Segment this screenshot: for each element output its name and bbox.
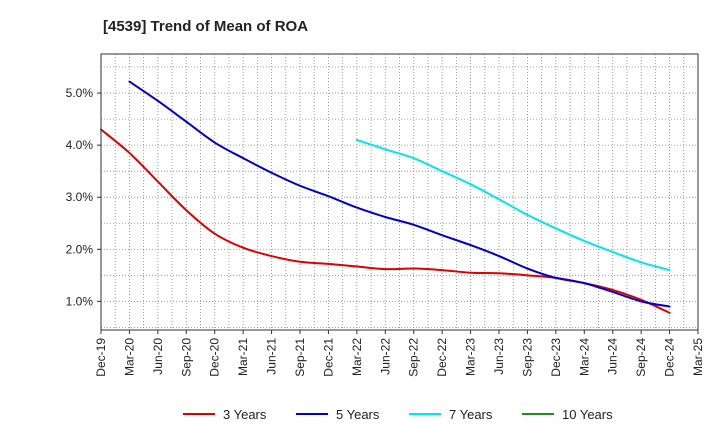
x-tick-label: Sep-24: [634, 338, 648, 377]
x-tick-label: Mar-20: [122, 338, 136, 376]
x-tick-label: Dec-20: [208, 338, 222, 377]
x-tick-label: Jun-23: [492, 338, 506, 375]
x-tick-label: Dec-24: [663, 338, 677, 377]
x-tick-label: Mar-22: [350, 338, 364, 376]
plot-border: [100, 53, 699, 331]
y-tick-label: 4.0%: [66, 138, 94, 152]
y-tick-label: 1.0%: [66, 294, 94, 308]
legend-label-5-years: 5 Years: [336, 407, 380, 422]
x-tick-label: Jun-24: [606, 338, 620, 375]
x-tick-label: Dec-19: [94, 338, 108, 377]
x-axis: Dec-19 Mar-20 Jun-20 Sep-20 Dec-20 Mar-21 Jun-…: [94, 330, 705, 377]
x-tick-label: Dec-22: [435, 338, 449, 377]
y-tick-label: 5.0%: [66, 86, 94, 100]
y-axis: 1.0% 2.0% 3.0% 4.0% 5.0%: [66, 86, 101, 308]
y-tick-label: 3.0%: [66, 190, 94, 204]
x-tick-label: Mar-23: [464, 338, 478, 376]
x-tick-label: Sep-22: [407, 338, 421, 377]
series-group: [100, 80, 671, 314]
x-tick-label: Jun-22: [378, 338, 392, 375]
legend-label-3-years: 3 Years: [223, 407, 267, 422]
chart-title: [4539] Trend of Mean of ROA: [103, 18, 308, 35]
x-tick-label: Mar-21: [236, 338, 250, 376]
legend: 3 Years 5 Years 7 Years 10 Years: [183, 407, 613, 422]
x-tick-label: Dec-23: [549, 338, 563, 377]
x-tick-label: Sep-21: [293, 338, 307, 377]
x-tick-label: Mar-24: [577, 338, 591, 376]
x-tick-label: Mar-25: [691, 338, 705, 376]
x-tick-label: Jun-20: [151, 338, 165, 375]
y-tick-label: 2.0%: [66, 242, 94, 256]
x-tick-label: Sep-20: [179, 338, 193, 377]
series-line-5-years: [128, 80, 671, 308]
x-tick-label: Jun-21: [265, 338, 279, 375]
x-tick-label: Dec-21: [321, 338, 335, 377]
x-tick-label: Sep-23: [520, 338, 534, 377]
series-line-7-years: [355, 138, 671, 272]
legend-label-10-years: 10 Years: [562, 407, 613, 422]
legend-label-7-years: 7 Years: [449, 407, 493, 422]
